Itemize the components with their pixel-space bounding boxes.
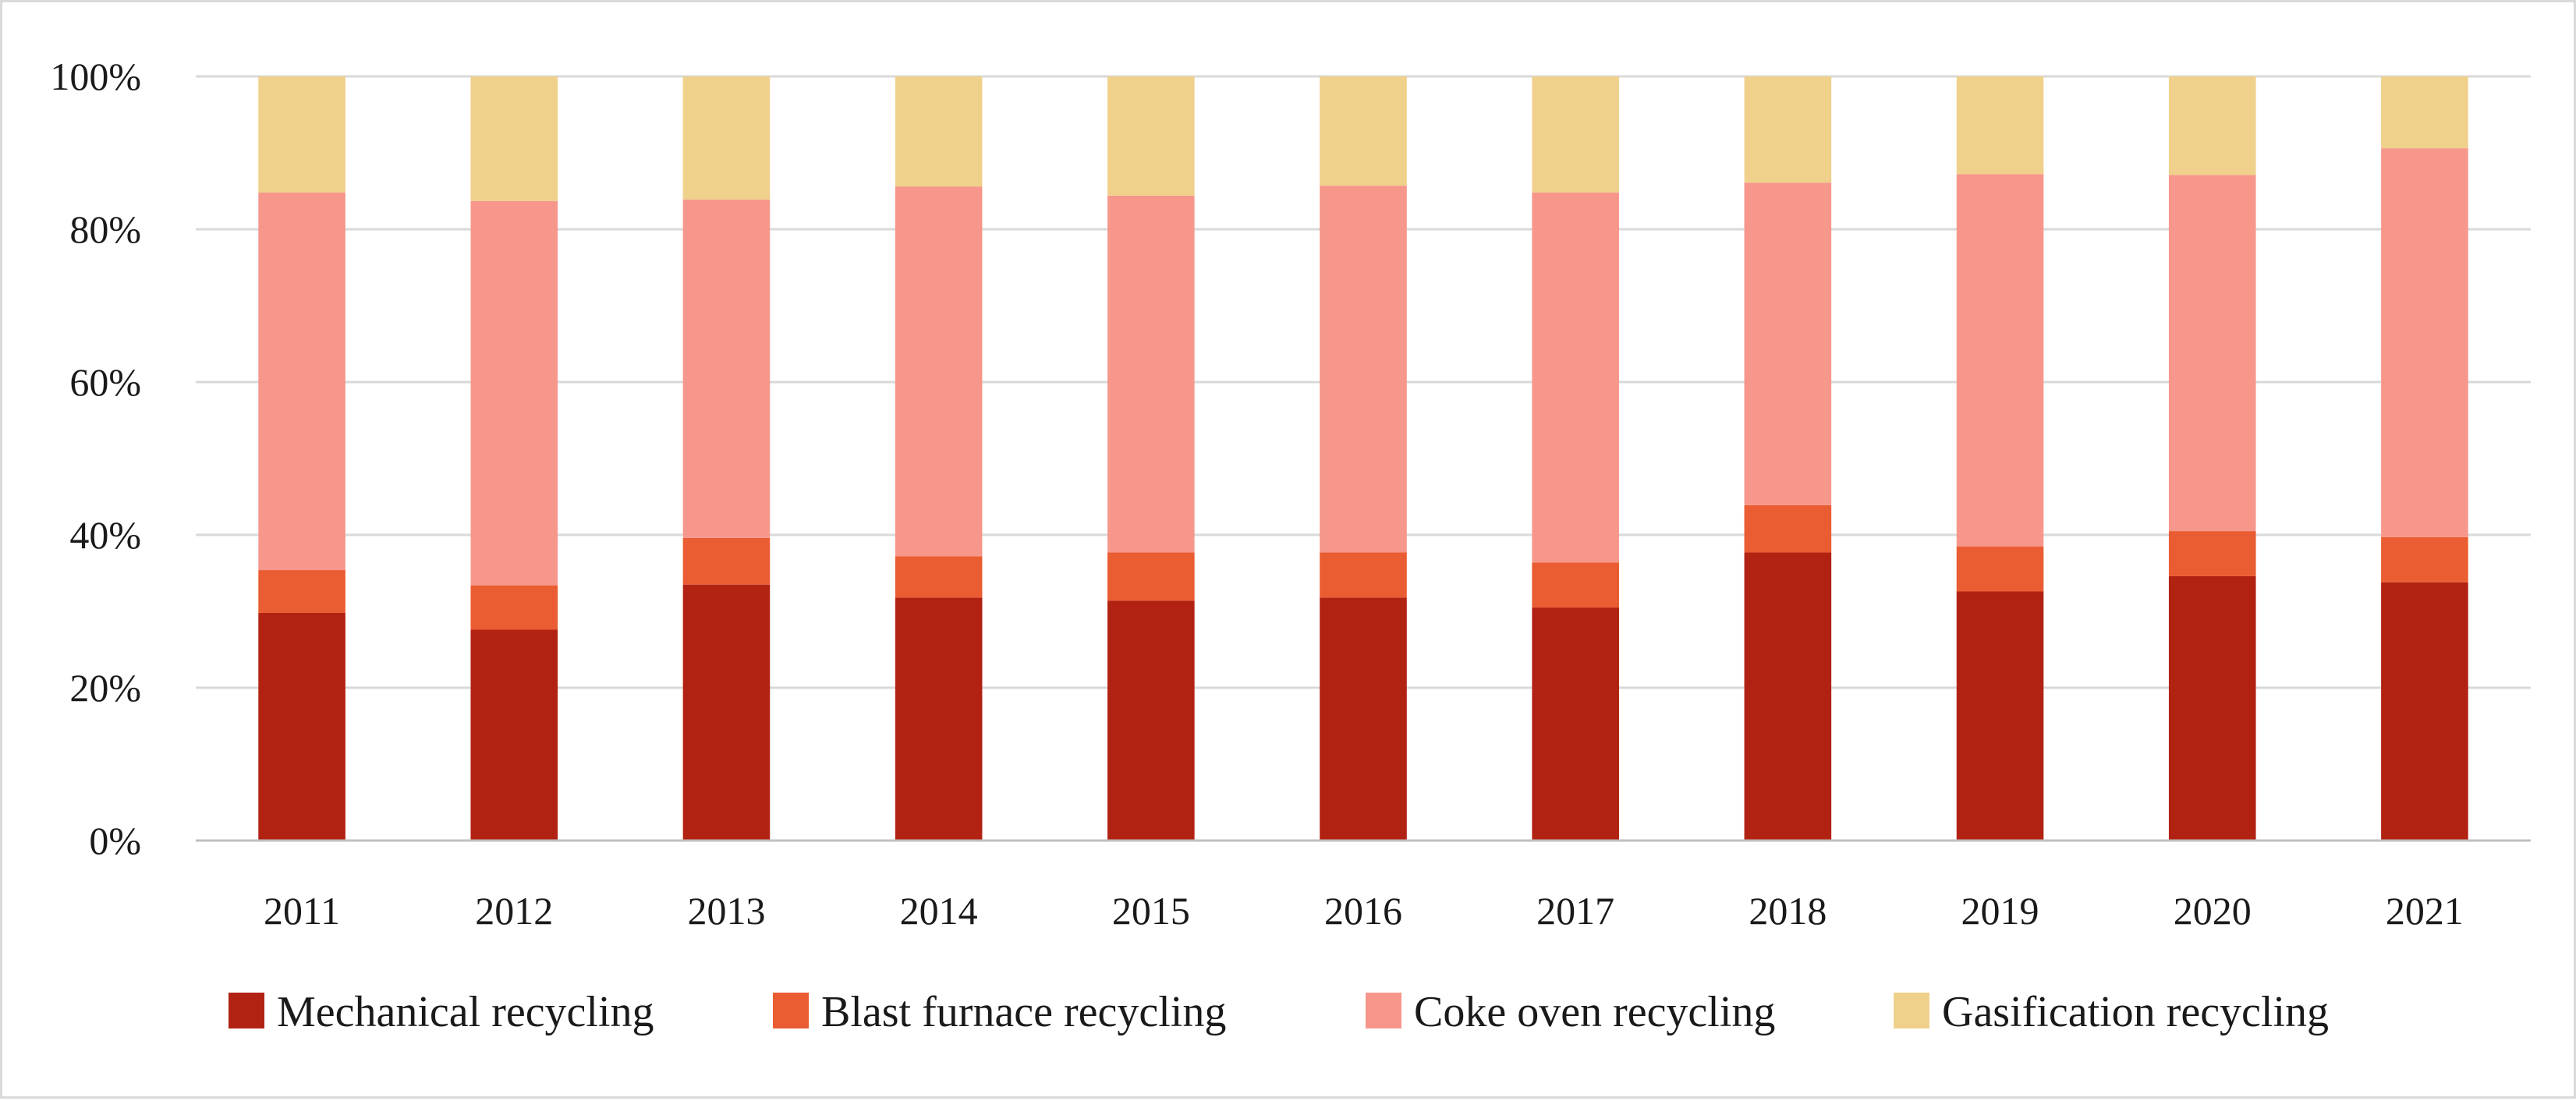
- bar-segment-coke-oven-recycling-2018: [1744, 182, 1832, 505]
- bar-segment-gasification-recycling-2020: [2168, 76, 2256, 175]
- y-tick-label: 0%: [89, 819, 141, 862]
- bar-segment-blast-furnace-recycling-2019: [1956, 546, 2044, 592]
- bar-stack-2020: [2168, 76, 2256, 841]
- bar-segment-coke-oven-recycling-2012: [470, 200, 558, 586]
- bar-segment-coke-oven-recycling-2020: [2168, 175, 2256, 532]
- bar-segment-mechanical-recycling-2011: [258, 612, 345, 841]
- bar-segment-coke-oven-recycling-2015: [1107, 195, 1195, 553]
- bar-segment-gasification-recycling-2017: [1532, 76, 1619, 193]
- bar-segment-mechanical-recycling-2016: [1320, 597, 1407, 841]
- bar-stack-2017: [1532, 76, 1619, 841]
- y-tick-label: 40%: [69, 513, 141, 557]
- bar-segment-mechanical-recycling-2018: [1744, 552, 1832, 841]
- legend-label: Blast furnace recycling: [821, 988, 1226, 1036]
- x-tick-label: 2019: [1961, 889, 2039, 933]
- bar-stack-2015: [1107, 76, 1195, 841]
- y-tick-label: 60%: [69, 360, 141, 404]
- x-tick-label: 2020: [2174, 889, 2252, 933]
- bar-segment-blast-furnace-recycling-2018: [1744, 504, 1832, 553]
- bar-segment-gasification-recycling-2021: [2381, 76, 2468, 149]
- bar-segment-coke-oven-recycling-2019: [1956, 174, 2044, 547]
- bar-segment-gasification-recycling-2018: [1744, 76, 1832, 183]
- x-tick-label: 2014: [900, 889, 978, 933]
- bar-segment-coke-oven-recycling-2011: [258, 192, 345, 571]
- legend-item-coke-oven-recycling: Coke oven recycling: [1366, 988, 1775, 1036]
- x-tick-label: 2013: [687, 889, 765, 933]
- x-tick-label: 2018: [1749, 889, 1827, 933]
- bar-segment-gasification-recycling-2012: [470, 76, 558, 201]
- legend-item-gasification-recycling: Gasification recycling: [1894, 988, 2329, 1036]
- bar-segment-blast-furnace-recycling-2016: [1320, 552, 1407, 598]
- bar-segment-mechanical-recycling-2019: [1956, 591, 2044, 841]
- bar-segment-blast-furnace-recycling-2017: [1532, 562, 1619, 608]
- bar-stack-2019: [1956, 76, 2044, 841]
- bar-segment-gasification-recycling-2015: [1107, 76, 1195, 196]
- x-tick-label: 2017: [1536, 889, 1614, 933]
- y-tick-label: 100%: [50, 55, 141, 98]
- axes: 0% 20% 40% 60% 80% 100% 2011 2012 2013 2014 2015 20…: [50, 55, 2531, 933]
- legend-label: Mechanical recycling: [277, 988, 654, 1036]
- bar-stack-2013: [682, 76, 771, 841]
- legend-label: Coke oven recycling: [1414, 988, 1775, 1036]
- bar-segment-mechanical-recycling-2020: [2168, 575, 2256, 841]
- y-tick-label: 80%: [69, 207, 141, 251]
- bar-segment-mechanical-recycling-2014: [895, 597, 983, 841]
- legend-swatch: [773, 993, 809, 1028]
- legend-item-mechanical-recycling: Mechanical recycling: [229, 988, 654, 1036]
- bar-segment-gasification-recycling-2016: [1320, 76, 1407, 186]
- bar-stack-2021: [2381, 76, 2468, 841]
- x-tick-label: 2021: [2386, 889, 2464, 933]
- bar-segment-blast-furnace-recycling-2021: [2381, 536, 2468, 582]
- bar-segment-coke-oven-recycling-2021: [2381, 148, 2468, 537]
- bar-stack-2016: [1320, 76, 1407, 841]
- bar-segment-mechanical-recycling-2015: [1107, 600, 1195, 841]
- bar-stack-2014: [895, 76, 983, 841]
- bar-segment-blast-furnace-recycling-2014: [895, 556, 983, 598]
- bar-segment-blast-furnace-recycling-2011: [258, 570, 345, 613]
- bar-segment-coke-oven-recycling-2016: [1320, 186, 1407, 553]
- bar-segment-gasification-recycling-2011: [258, 76, 345, 193]
- x-tick-label: 2016: [1324, 889, 1402, 933]
- bar-segment-blast-furnace-recycling-2015: [1107, 552, 1195, 601]
- x-tick-label: 2011: [264, 889, 340, 933]
- bar-segment-blast-furnace-recycling-2020: [2168, 531, 2256, 576]
- bar-segment-gasification-recycling-2019: [1956, 76, 2044, 175]
- legend-swatch: [1894, 993, 1929, 1028]
- bar-segment-coke-oven-recycling-2017: [1532, 192, 1619, 563]
- bar-segment-blast-furnace-recycling-2013: [682, 537, 771, 585]
- bar-stack-2012: [470, 76, 558, 841]
- bar-segment-gasification-recycling-2013: [682, 76, 771, 200]
- bar-stack-2011: [258, 76, 345, 841]
- bar-segment-mechanical-recycling-2012: [470, 629, 558, 841]
- bar-stacks: [258, 76, 2468, 841]
- bar-segment-mechanical-recycling-2017: [1532, 607, 1619, 841]
- legend-label: Gasification recycling: [1942, 988, 2329, 1036]
- bar-segment-coke-oven-recycling-2014: [895, 186, 983, 557]
- bar-segment-blast-furnace-recycling-2012: [470, 585, 558, 630]
- y-tick-label: 20%: [69, 666, 141, 710]
- legend-item-blast-furnace-recycling: Blast furnace recycling: [773, 988, 1226, 1036]
- bar-segment-mechanical-recycling-2021: [2381, 582, 2468, 841]
- legend: Mechanical recycling Blast furnace recycl…: [229, 988, 2329, 1036]
- bar-segment-gasification-recycling-2014: [895, 76, 983, 187]
- bar-segment-coke-oven-recycling-2013: [682, 199, 771, 538]
- legend-swatch: [229, 993, 264, 1028]
- x-tick-label: 2012: [475, 889, 553, 933]
- x-tick-label: 2015: [1112, 889, 1190, 933]
- bar-stack-2018: [1744, 76, 1832, 841]
- legend-swatch: [1366, 993, 1401, 1028]
- bar-segment-mechanical-recycling-2013: [682, 584, 771, 841]
